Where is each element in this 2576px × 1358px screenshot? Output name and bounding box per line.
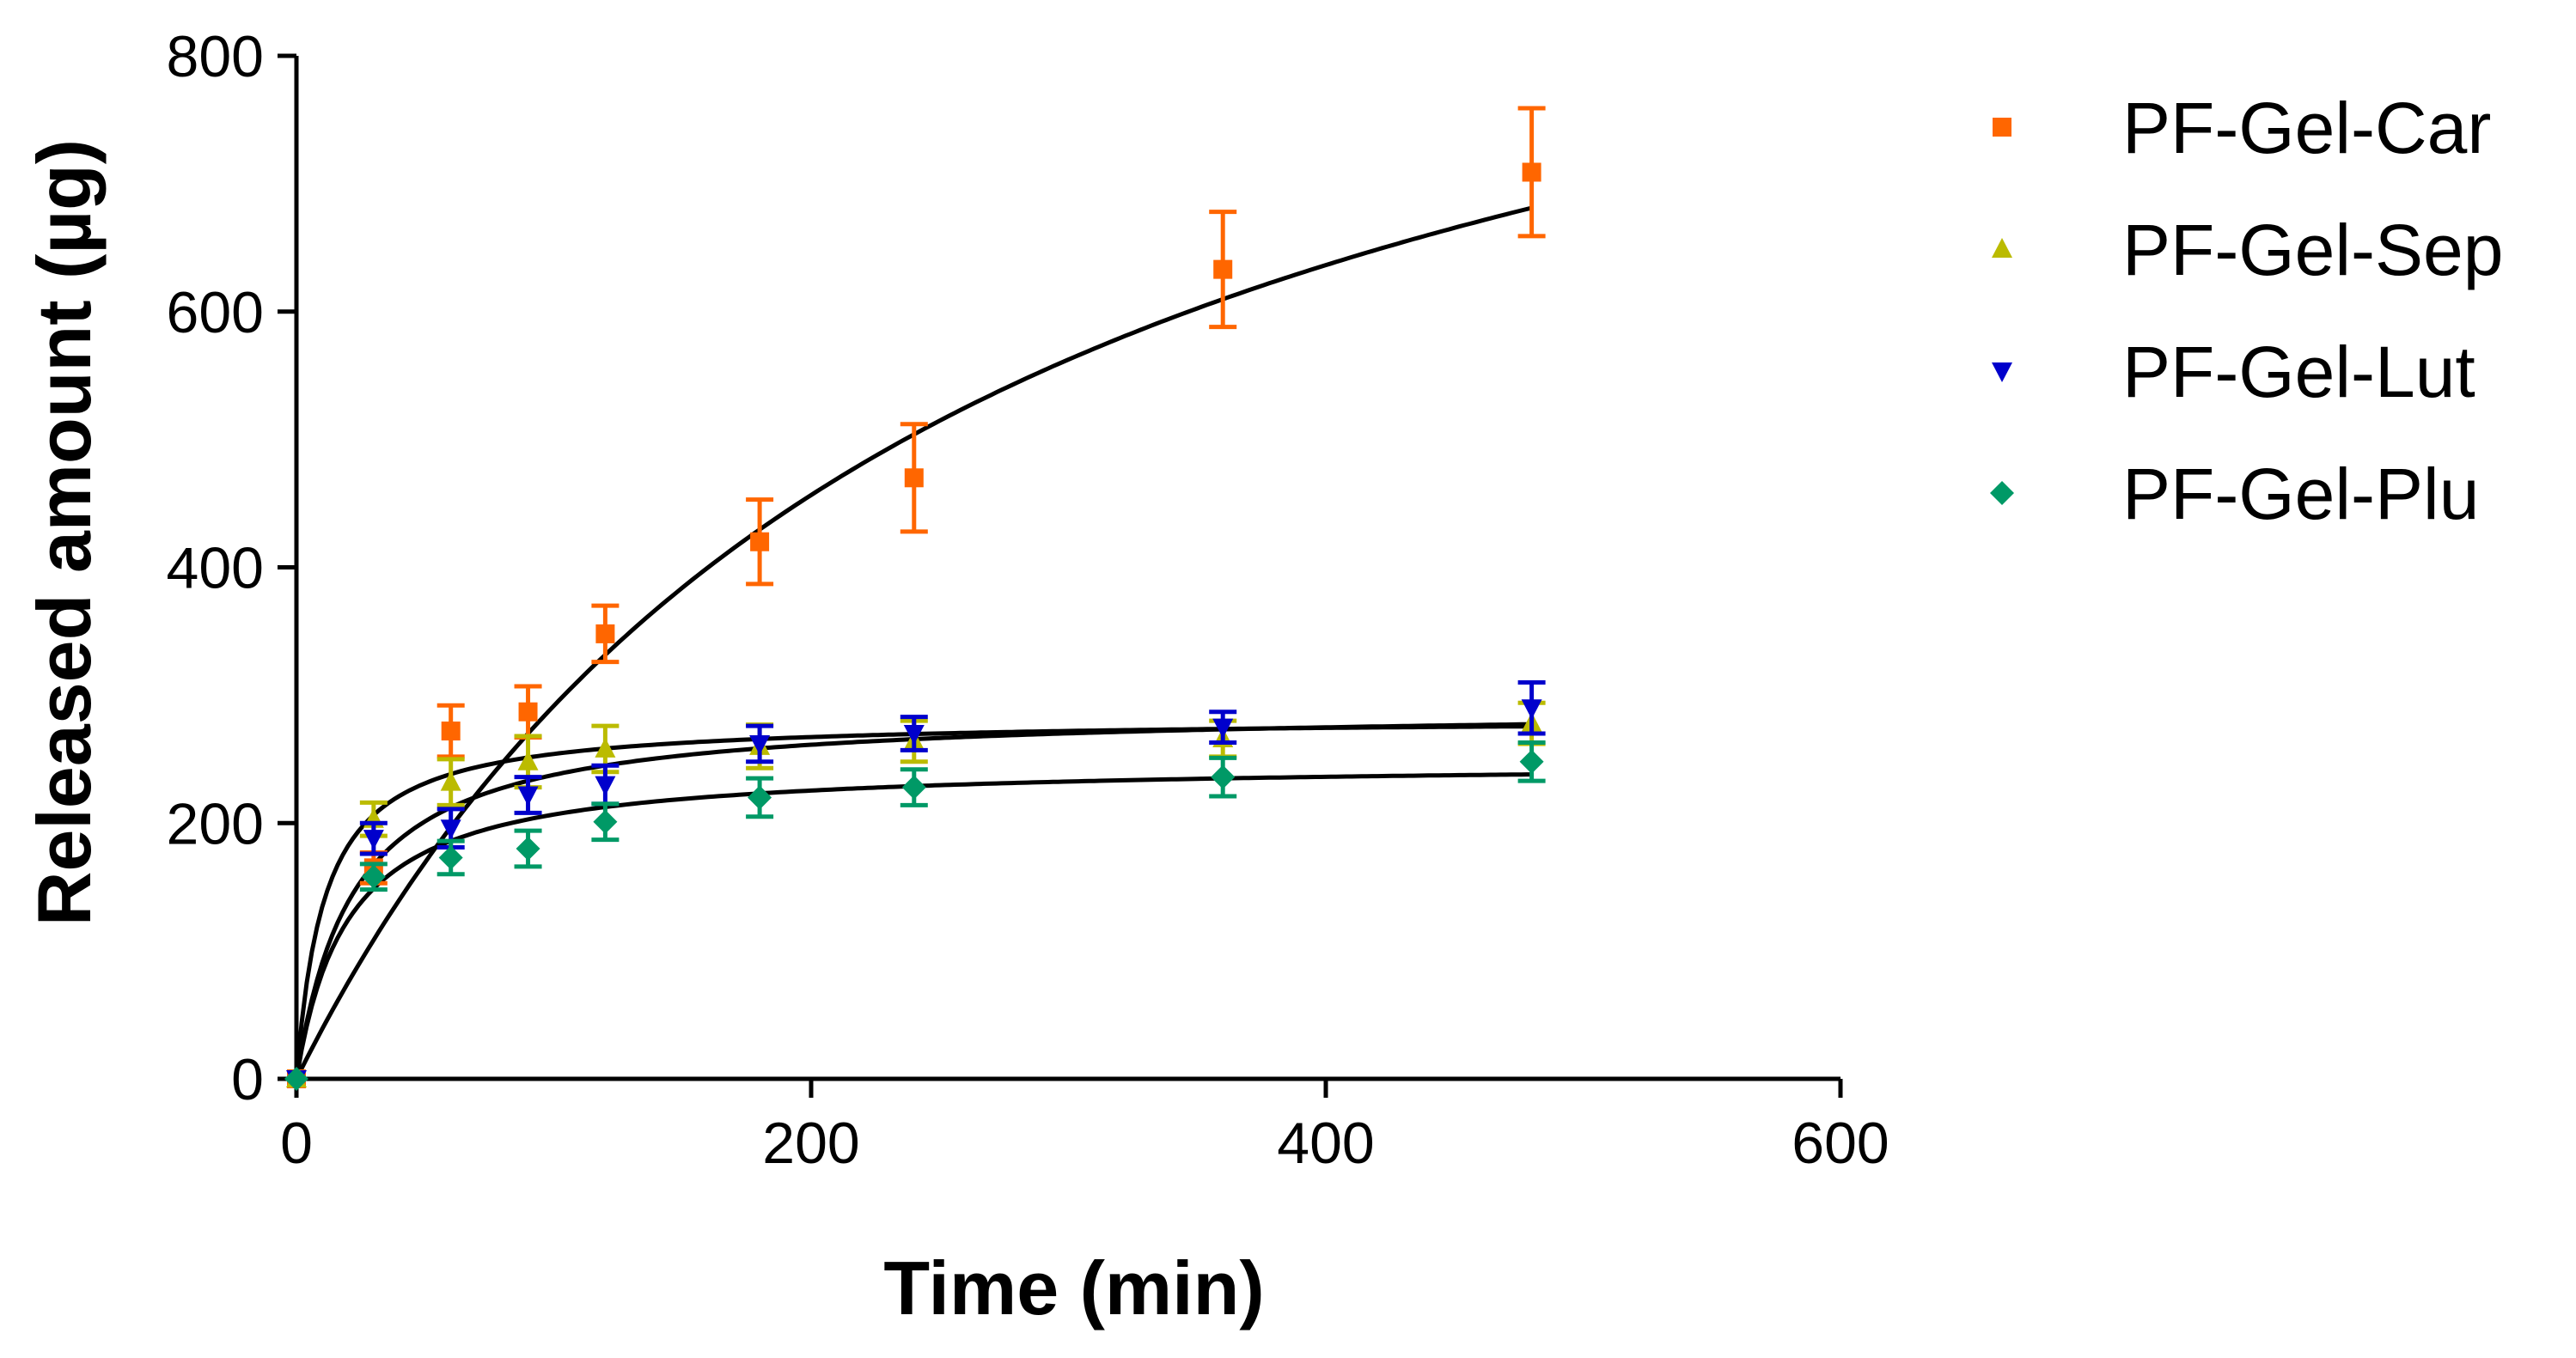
y-tick-label: 800 — [167, 24, 264, 89]
legend-marker — [1992, 238, 2012, 258]
y-tick-label: 200 — [167, 791, 264, 856]
series-pf-gel-lut — [286, 679, 1546, 1090]
series-pf-gel-plu — [284, 740, 1546, 1091]
y-tick-label: 0 — [231, 1047, 264, 1112]
data-point — [363, 830, 384, 850]
data-point — [517, 750, 539, 770]
data-point — [1522, 162, 1541, 182]
data-point — [595, 737, 616, 758]
legend-marker — [1992, 362, 2012, 382]
fit-curves — [294, 205, 1533, 1081]
x-tick-label: 200 — [762, 1111, 859, 1176]
y-ticks: 0 200 400 600 800 — [167, 24, 296, 1112]
legend-item-pf-gel-car: PF-Gel-Car — [1993, 88, 2491, 168]
y-tick-label: 400 — [167, 536, 264, 601]
data-point — [593, 809, 618, 834]
x-tick-label: 600 — [1792, 1111, 1889, 1176]
legend-item-pf-gel-sep: PF-Gel-Sep — [1992, 210, 2503, 290]
data-point — [1213, 259, 1233, 279]
data-point — [361, 864, 386, 889]
data-point — [440, 770, 461, 791]
data-point — [901, 775, 926, 800]
legend-item-pf-gel-lut: PF-Gel-Lut — [1992, 332, 2475, 412]
data-point — [516, 837, 540, 862]
data-point — [750, 532, 770, 551]
legend-label: PF-Gel-Car — [2122, 88, 2491, 168]
legend-marker — [1990, 481, 2014, 505]
legend-item-pf-gel-plu: PF-Gel-Plu — [1990, 454, 2479, 534]
data-point — [1519, 749, 1544, 774]
data-point — [441, 722, 461, 741]
data-point — [440, 819, 461, 840]
legend-label: PF-Gel-Plu — [2122, 454, 2479, 534]
legend: PF-Gel-Car PF-Gel-Sep PF-Gel-Lut PF-Gel-Plu — [1990, 88, 2503, 534]
y-tick-label: 600 — [167, 280, 264, 345]
data-point — [748, 785, 772, 810]
data-point — [1211, 764, 1236, 789]
data-point — [518, 702, 538, 722]
data-point — [438, 845, 463, 870]
data-point — [749, 734, 771, 755]
data-point — [904, 468, 924, 488]
fit-curve-pf-gel-plu — [294, 772, 1532, 1080]
x-tick-label: 0 — [280, 1111, 313, 1176]
data-point — [595, 624, 615, 643]
data-point — [595, 776, 616, 796]
x-axis-title: Time (min) — [883, 1245, 1264, 1331]
data-point — [284, 1067, 308, 1091]
x-ticks: 0 200 400 600 — [280, 1079, 1889, 1176]
series-pf-gel-sep — [286, 700, 1546, 1087]
fit-curve-pf-gel-car — [294, 205, 1533, 1081]
axes: 0 200 400 600 0 200 400 600 800 — [167, 24, 1889, 1176]
data-points — [284, 106, 1546, 1091]
y-axis-title: Released amount (µg) — [21, 139, 107, 926]
legend-marker — [1993, 118, 2011, 137]
legend-label: PF-Gel-Lut — [2122, 332, 2475, 412]
data-point — [517, 786, 539, 807]
data-point — [1521, 699, 1542, 720]
data-point — [1212, 718, 1234, 739]
data-point — [903, 725, 925, 746]
x-tick-label: 400 — [1277, 1111, 1374, 1176]
legend-label: PF-Gel-Sep — [2122, 210, 2503, 290]
